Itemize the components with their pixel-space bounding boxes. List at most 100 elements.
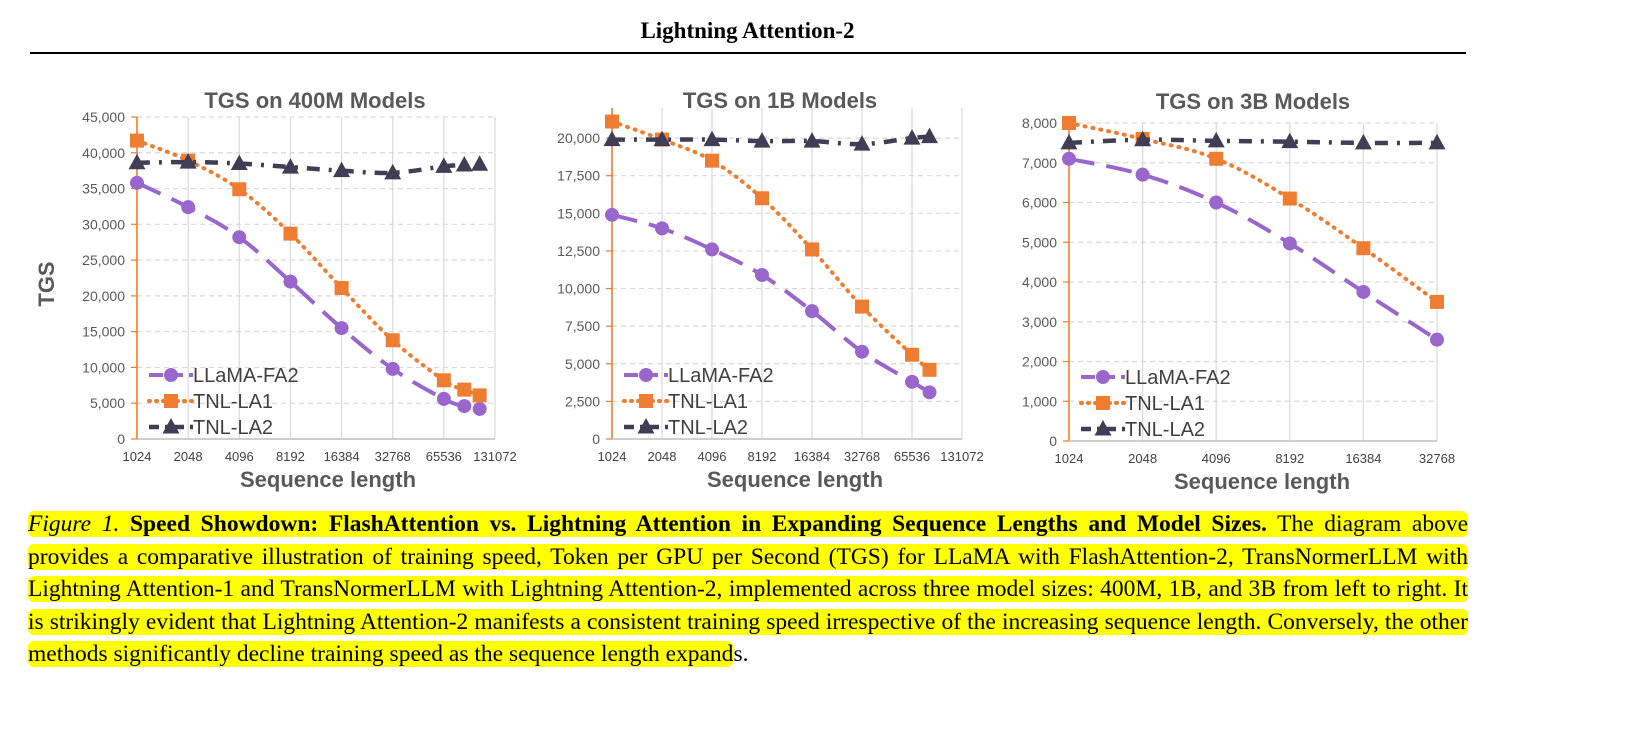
x-tick-label: 65536 xyxy=(894,449,930,464)
x-axis-label: Sequence length xyxy=(1174,469,1350,494)
y-tick-label: 6,000 xyxy=(1022,195,1057,211)
x-tick-label: 16384 xyxy=(323,449,359,464)
data-point-tnl-la2 xyxy=(333,161,351,178)
data-point-tnl-la2 xyxy=(1281,132,1299,149)
y-tick-label: 15,000 xyxy=(557,205,600,221)
data-point-tnl-la2 xyxy=(128,153,146,170)
y-tick-label: 8,000 xyxy=(1022,115,1057,131)
data-point-llama-fa2 xyxy=(922,385,937,400)
series-line-tnl-la1 xyxy=(610,119,932,372)
x-tick-label: 32768 xyxy=(1419,451,1455,466)
data-point-llama-fa2 xyxy=(130,175,144,190)
data-point-tnl-la2 xyxy=(1060,133,1078,150)
y-tick-label: 17,500 xyxy=(557,168,600,184)
data-point-tnl-la1 xyxy=(1430,294,1444,309)
chart-3: 0 1,000 2,000 3,000 4,000 5,000 6,000 7,000 8,00… xyxy=(1022,89,1455,494)
y-tick-label: 7,000 xyxy=(1022,155,1057,171)
legend-marker xyxy=(1096,396,1110,410)
caption-tail: s. xyxy=(733,641,749,667)
y-tick-label: 2,000 xyxy=(1022,354,1057,370)
legend-item-tnl-la2: TNL-LA2 xyxy=(624,417,748,439)
data-point-tnl-la2 xyxy=(703,130,721,147)
legend-label: TNL-LA2 xyxy=(193,417,273,439)
data-point-llama-fa2 xyxy=(334,321,349,336)
data-point-tnl-la1 xyxy=(283,226,298,241)
data-point-tnl-la2 xyxy=(471,155,489,171)
data-point-tnl-la2 xyxy=(1354,133,1372,150)
data-point-llama-fa2 xyxy=(283,274,298,289)
legend-item-tnl-la1: TNL-LA1 xyxy=(147,391,273,413)
data-point-llama-fa2 xyxy=(855,344,869,359)
y-tick-label: 20,000 xyxy=(82,288,125,304)
x-tick-label: 131072 xyxy=(940,449,983,464)
x-tick-label: 65536 xyxy=(426,449,462,464)
data-point-tnl-la2 xyxy=(803,132,821,148)
data-point-llama-fa2 xyxy=(705,242,719,257)
legend-label: TNL-LA1 xyxy=(193,391,273,413)
legend-marker xyxy=(639,394,653,408)
legend-marker xyxy=(637,418,655,434)
data-point-tnl-la1 xyxy=(855,299,869,314)
data-point-llama-fa2 xyxy=(232,230,247,245)
data-point-llama-fa2 xyxy=(181,200,196,215)
x-tick-label: 4096 xyxy=(1202,451,1231,466)
x-tick-label: 131072 xyxy=(473,449,516,464)
legend-label: TNL-LA2 xyxy=(1125,419,1205,441)
x-tick-label: 4096 xyxy=(698,449,727,464)
data-point-llama-fa2 xyxy=(472,401,487,416)
x-tick-label: 1024 xyxy=(1055,451,1084,466)
data-point-tnl-la2 xyxy=(653,130,671,147)
legend-label: TNL-LA1 xyxy=(668,391,748,413)
legend-item-tnl-la2: TNL-LA2 xyxy=(149,417,273,439)
y-tick-label: 10,000 xyxy=(82,359,125,375)
chart-title: TGS on 3B Models xyxy=(1156,89,1350,114)
y-tick-label: 0 xyxy=(592,431,600,447)
x-tick-label: 32768 xyxy=(375,449,411,464)
y-tick-label: 0 xyxy=(117,431,125,447)
legend-item-llama-fa2: LLaMA-FA2 xyxy=(149,365,299,387)
data-point-tnl-la1 xyxy=(1282,191,1297,206)
y-tick-label: 7,500 xyxy=(565,318,600,334)
legend-item-llama-fa2: LLaMA-FA2 xyxy=(1081,367,1231,389)
chart-title: TGS on 400M Models xyxy=(204,88,425,113)
data-point-tnl-la2 xyxy=(1428,133,1446,150)
y-tick-label: 2,500 xyxy=(565,393,600,409)
legend-marker xyxy=(162,418,180,434)
legend-item-tnl-la1: TNL-LA1 xyxy=(622,391,748,413)
x-tick-label: 1024 xyxy=(123,449,152,464)
data-point-tnl-la1 xyxy=(805,242,819,257)
data-point-llama-fa2 xyxy=(605,207,619,222)
data-point-llama-fa2 xyxy=(436,391,451,406)
data-point-tnl-la1 xyxy=(705,153,719,168)
data-point-tnl-la1 xyxy=(605,114,619,129)
data-point-tnl-la1 xyxy=(1209,151,1224,166)
legend-marker xyxy=(639,368,653,382)
x-axis-label: Sequence length xyxy=(707,467,883,492)
data-point-llama-fa2 xyxy=(385,361,400,376)
data-point-tnl-la2 xyxy=(281,158,299,174)
caption-body: The diagram above provides a comparative… xyxy=(28,511,1469,667)
figure-caption: Figure 1. Speed Showdown: FlashAttention… xyxy=(28,508,1469,671)
data-point-tnl-la2 xyxy=(921,127,938,144)
data-point-tnl-la1 xyxy=(922,362,937,377)
data-point-llama-fa2 xyxy=(1209,195,1224,210)
legend-label: TNL-LA2 xyxy=(668,417,748,439)
x-tick-label: 1024 xyxy=(598,449,627,464)
data-point-tnl-la2 xyxy=(753,132,771,148)
x-tick-label: 8192 xyxy=(276,449,305,464)
data-point-tnl-la1 xyxy=(755,191,769,206)
legend-marker xyxy=(1096,370,1110,384)
data-point-tnl-la1 xyxy=(1062,116,1076,130)
legend-item-tnl-la2: TNL-LA2 xyxy=(1081,419,1205,441)
series-line-tnl-la1 xyxy=(1067,121,1439,304)
x-tick-label: 16384 xyxy=(794,449,830,464)
data-point-tnl-la2 xyxy=(230,154,248,171)
caption-title: Speed Showdown: FlashAttention vs. Light… xyxy=(129,511,1267,537)
x-tick-label: 2048 xyxy=(648,449,677,464)
y-tick-label: 45,000 xyxy=(82,109,125,125)
x-tick-label: 2048 xyxy=(174,449,203,464)
legend-label: LLaMA-FA2 xyxy=(1125,367,1231,389)
data-point-tnl-la1 xyxy=(385,333,400,348)
y-tick-label: 5,000 xyxy=(90,395,125,411)
y-tick-label: 30,000 xyxy=(82,216,125,232)
